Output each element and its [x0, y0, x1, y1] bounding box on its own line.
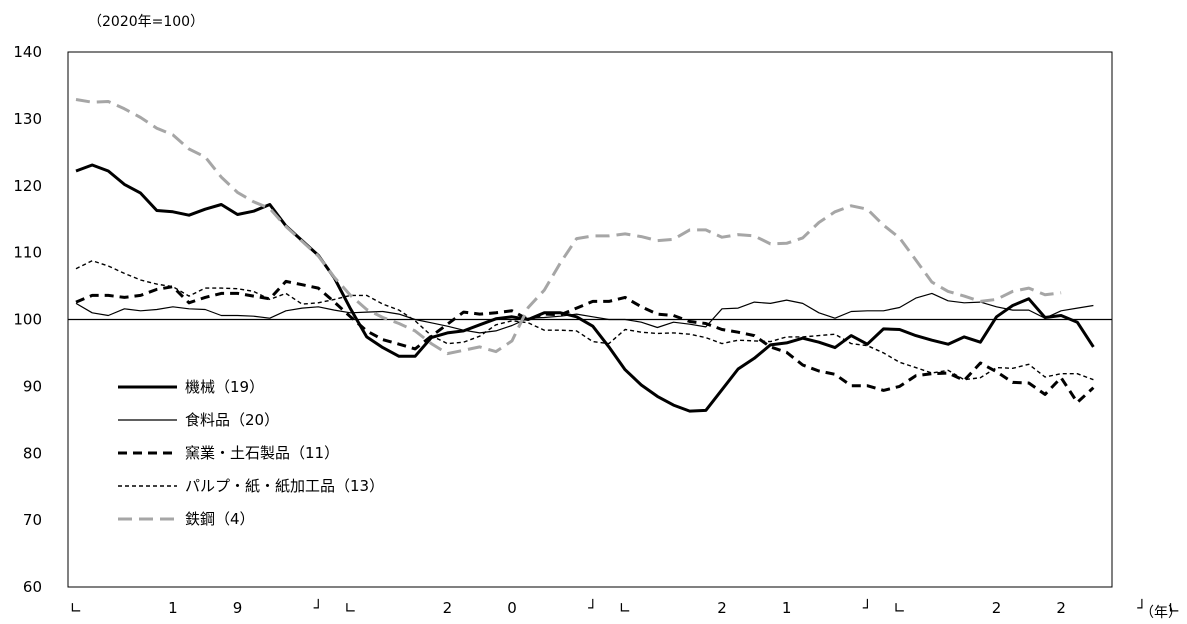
- y-tick-label: 120: [13, 177, 42, 195]
- legend-label: 窯業・土石製品（11）: [185, 444, 339, 462]
- x-tick-label: 0: [507, 599, 517, 617]
- legend-label: 機械（19）: [185, 378, 264, 396]
- x-tick-label: ∟: [70, 599, 83, 617]
- x-tick-label: ┘: [862, 598, 872, 617]
- series-line-2: [75, 279, 1095, 404]
- x-tick-label: 9: [233, 599, 243, 617]
- x-tick-label: 1: [782, 599, 792, 617]
- legend: 機械（19） 食料品（20） 窯業・土石製品（11） パルプ・紙・紙加工品（13） 鉄鋼…: [118, 378, 384, 528]
- plot-lines: [75, 98, 1095, 413]
- y-tick-label: 110: [13, 244, 42, 262]
- x-tick-label: ∟: [1168, 599, 1181, 617]
- series-line-0: [75, 163, 1095, 413]
- y-tick-label: 140: [13, 43, 42, 61]
- legend-label: 鉄鋼（4）: [185, 510, 255, 528]
- x-tick-label: 1: [168, 599, 178, 617]
- y-tick-label: 80: [23, 444, 42, 462]
- x-tick-label: ┘: [587, 598, 597, 617]
- legend-label: パルプ・紙・紙加工品（13）: [185, 477, 384, 495]
- y-tick-label: 90: [23, 377, 42, 395]
- y-tick-label: 130: [13, 110, 42, 128]
- y-tick-label: 100: [13, 311, 42, 329]
- x-tick-label: 2: [992, 599, 1002, 617]
- series-line-3: [75, 260, 1094, 381]
- x-tick-label: ┘: [1136, 598, 1146, 617]
- x-tick-label: 2: [443, 599, 453, 617]
- x-tick-label: ┘: [313, 598, 323, 617]
- x-tick-label: ∟: [619, 599, 632, 617]
- y-tick-label: 70: [23, 511, 42, 529]
- series-line-1: [75, 292, 1094, 334]
- legend-label: 食料品（20）: [185, 411, 279, 429]
- y-axis-unit-label: （2020年=100）: [88, 14, 204, 30]
- plot-frame: [67, 51, 1113, 588]
- x-axis-unit-label: （年）: [1140, 605, 1182, 621]
- y-axis: 60 70 80 90 100 110 120 130 140: [13, 43, 1112, 596]
- x-tick-label: 2: [1056, 599, 1066, 617]
- x-tick-label: ∟: [344, 599, 357, 617]
- x-tick-label: ∟: [893, 599, 906, 617]
- x-tick-label: 2: [717, 599, 727, 617]
- x-axis: ∟19┘∟20┘∟21┘∟22┘∟23┘∟24: [70, 598, 1181, 617]
- series-line-4: [75, 98, 1062, 356]
- y-tick-label: 60: [23, 578, 42, 596]
